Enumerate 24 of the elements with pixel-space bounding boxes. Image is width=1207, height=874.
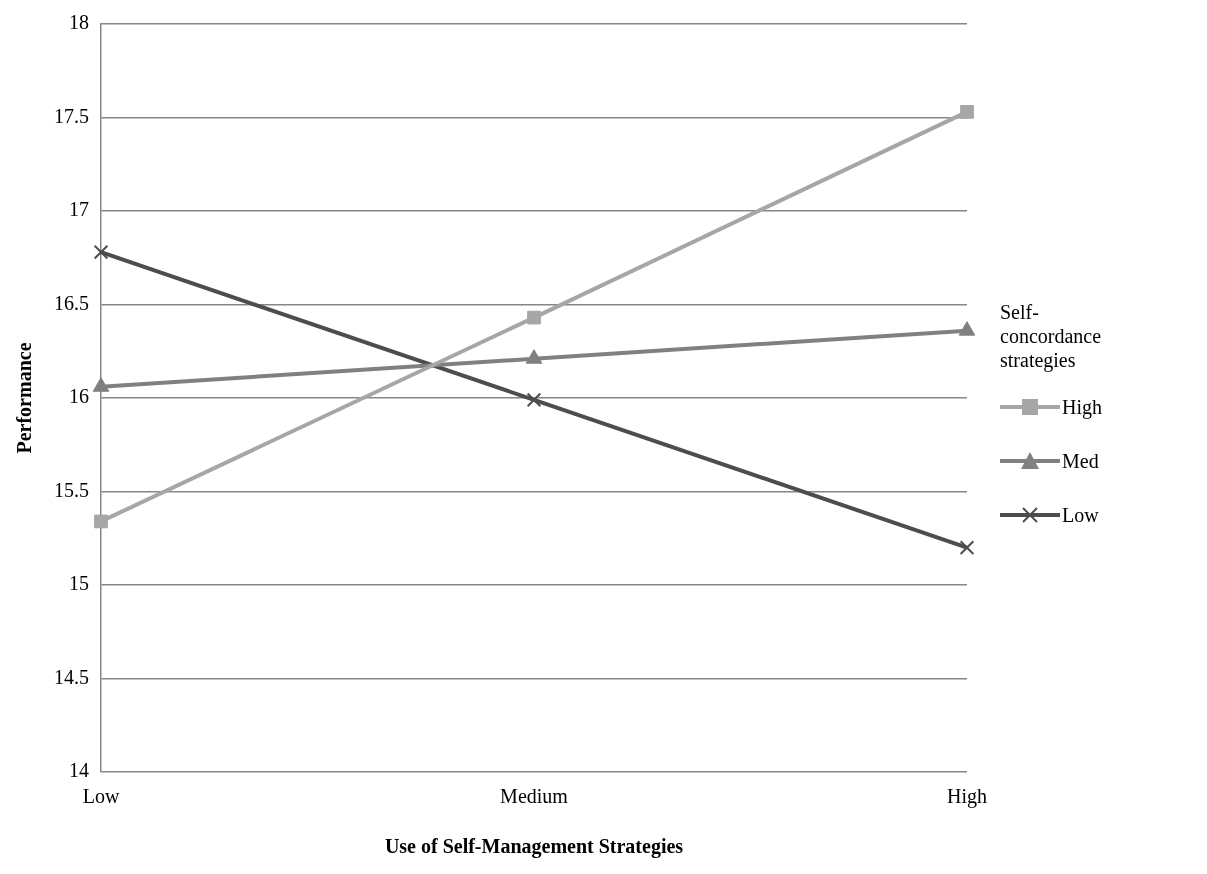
legend-title: Self-concordance strategies <box>1000 300 1103 372</box>
y-tick-label: 14 <box>69 759 89 782</box>
legend-label: High <box>1062 395 1102 419</box>
x-tick-label: Low <box>82 785 120 808</box>
point <box>959 540 975 555</box>
x-tick-label: High <box>947 785 987 809</box>
point <box>960 105 974 119</box>
y-tick-label: 14.5 <box>54 665 89 688</box>
point <box>526 392 542 408</box>
y-tick-label: 16.5 <box>54 291 89 314</box>
x-tick-label: Medium <box>500 785 569 808</box>
y-tick-label: 17.5 <box>54 104 89 127</box>
point <box>94 514 108 529</box>
y-axis-title: Performance <box>13 342 36 454</box>
y-tick-label: 18 <box>69 11 89 34</box>
point <box>93 244 109 260</box>
y-tick-label: 17 <box>69 198 89 221</box>
point <box>527 310 541 325</box>
y-tick-label: 15 <box>69 572 89 595</box>
legend-label: Med <box>1062 449 1099 473</box>
legend-label: Low <box>1062 503 1099 527</box>
x-axis-title: Use of Self-Management Strategies <box>384 835 684 859</box>
y-tick-label: 15.5 <box>54 478 89 501</box>
y-tick-label: 16 <box>69 385 89 408</box>
